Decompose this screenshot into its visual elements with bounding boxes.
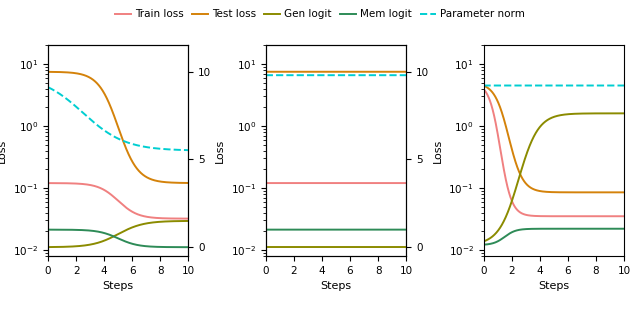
Y-axis label: Loss: Loss	[433, 139, 443, 163]
X-axis label: Steps: Steps	[321, 281, 351, 291]
Legend: Train loss, Test loss, Gen logit, Mem logit, Parameter norm: Train loss, Test loss, Gen logit, Mem lo…	[111, 5, 529, 24]
Y-axis label: Loss: Loss	[215, 139, 225, 163]
X-axis label: Steps: Steps	[102, 281, 134, 291]
X-axis label: Steps: Steps	[538, 281, 570, 291]
Y-axis label: Loss: Loss	[0, 139, 7, 163]
